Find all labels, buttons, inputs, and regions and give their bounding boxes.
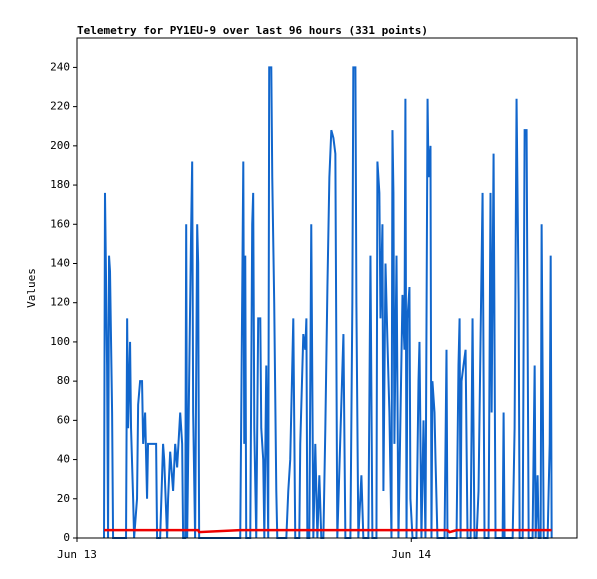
x-tick-label: Jun 14 [391, 548, 431, 561]
x-tick-label: Jun 13 [57, 548, 97, 561]
series-line [104, 528, 552, 534]
y-tick-label: 60 [57, 413, 70, 426]
y-tick-label: 40 [57, 453, 70, 466]
y-tick-label: 100 [50, 335, 70, 348]
chart-title: Telemetry for PY1EU-9 over last 96 hours… [77, 24, 428, 37]
y-tick-label: 220 [50, 100, 70, 113]
y-axis-label: Values [25, 268, 38, 308]
y-tick-label: 0 [63, 531, 70, 544]
y-tick-label: 240 [50, 60, 70, 73]
y-tick-label: 200 [50, 139, 70, 152]
y-tick-label: 160 [50, 217, 70, 230]
y-tick-label: 80 [57, 374, 70, 387]
y-tick-label: 140 [50, 256, 70, 269]
y-tick-label: 180 [50, 178, 70, 191]
plot-frame [76, 37, 578, 539]
y-tick-label: 120 [50, 296, 70, 309]
y-tick-label: 20 [57, 492, 70, 505]
plot: 0 20 40 60 80 100 120 140 160 180 200 220 240 Jun 13 J… [50, 60, 553, 561]
